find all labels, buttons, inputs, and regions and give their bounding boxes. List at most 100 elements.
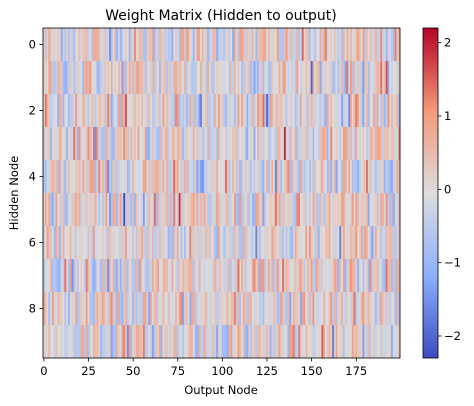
heatmap-cell <box>173 193 176 227</box>
heatmap-cell <box>76 28 80 62</box>
heatmap-cell <box>358 61 362 95</box>
heatmap-cell <box>94 226 97 260</box>
heatmap-cell <box>164 292 167 326</box>
heatmap-cell <box>228 292 231 326</box>
heatmap-cell <box>159 160 162 194</box>
heatmap-cell <box>317 259 321 293</box>
heatmap-cell <box>187 193 190 227</box>
heatmap-cell <box>383 226 387 260</box>
heatmap-cell <box>144 127 147 161</box>
heatmap-cell <box>117 28 121 62</box>
heatmap-cell <box>78 61 81 95</box>
heatmap-cell <box>159 259 162 293</box>
heatmap-cell <box>166 292 169 326</box>
heatmap-cell <box>308 160 312 194</box>
heatmap-cell <box>103 160 106 194</box>
heatmap-cell <box>276 193 279 227</box>
heatmap-cell <box>80 127 83 161</box>
heatmap-cell <box>87 127 90 161</box>
heatmap-cell <box>151 292 155 326</box>
heatmap-cell <box>119 259 122 293</box>
heatmap-cell <box>141 28 144 62</box>
heatmap-cell <box>289 226 292 260</box>
heatmap-cell <box>250 193 253 227</box>
heatmap-cell <box>233 226 237 260</box>
heatmap-cell <box>114 259 117 293</box>
heatmap-cell <box>76 325 80 359</box>
x-axis-ticks: 0 25 50 75 100 125 150 175 <box>40 358 367 378</box>
heatmap-cell <box>250 94 253 128</box>
heatmap-cell <box>196 226 199 260</box>
heatmap-cell <box>387 226 390 260</box>
heatmap-cell <box>167 28 171 62</box>
heatmap-cell <box>119 193 122 227</box>
heatmap-cell <box>105 160 108 194</box>
heatmap-cell <box>214 259 217 293</box>
heatmap-cell <box>98 325 101 359</box>
heatmap-cell <box>307 28 310 62</box>
heatmap-cell <box>305 61 308 95</box>
heatmap-cell <box>257 28 260 62</box>
heatmap-cell <box>166 226 169 260</box>
heatmap-cell <box>317 325 321 359</box>
heatmap-cell <box>167 325 171 359</box>
heatmap-cell <box>237 193 240 227</box>
heatmap-cell <box>380 94 383 128</box>
heatmap-cell <box>185 259 188 293</box>
heatmap-cell <box>233 61 237 95</box>
heatmap-cell <box>57 193 60 227</box>
heatmap-cell <box>289 193 292 227</box>
heatmap-cell <box>353 325 356 359</box>
heatmap-cell <box>212 127 215 161</box>
heatmap-cell <box>71 28 74 62</box>
heatmap-cell <box>105 259 108 293</box>
heatmap-cell <box>307 193 310 227</box>
heatmap-cell <box>232 160 235 194</box>
heatmap-cell <box>162 226 165 260</box>
heatmap-cell <box>82 226 85 260</box>
heatmap-cell <box>330 259 333 293</box>
chart-title: Weight Matrix (Hidden to output) <box>105 8 337 24</box>
x-tick-label: 0 <box>40 364 47 378</box>
heatmap-cell <box>210 28 213 62</box>
heatmap-cell <box>69 292 72 326</box>
heatmap-cell <box>267 292 271 326</box>
heatmap-cell <box>357 28 360 62</box>
heatmap-cell <box>357 160 360 194</box>
heatmap-cell <box>109 193 112 227</box>
heatmap-cell <box>114 193 117 227</box>
heatmap-cell <box>264 94 267 128</box>
heatmap-cell <box>71 292 74 326</box>
heatmap-cell <box>239 226 242 260</box>
heatmap-cell <box>76 226 80 260</box>
heatmap-cell <box>360 160 363 194</box>
heatmap-cell <box>382 259 385 293</box>
heatmap-cell <box>137 160 140 194</box>
heatmap-cell <box>339 259 342 293</box>
heatmap-cell <box>94 160 97 194</box>
heatmap-cell <box>192 259 196 293</box>
heatmap-cell <box>230 259 233 293</box>
heatmap-cell <box>344 259 347 293</box>
heatmap-cell <box>262 259 265 293</box>
heatmap-cell <box>226 226 229 260</box>
heatmap-cell <box>276 28 279 62</box>
heatmap-cell <box>98 61 101 95</box>
heatmap-cell <box>105 193 108 227</box>
heatmap-cell <box>82 292 85 326</box>
heatmap-cell <box>214 193 217 227</box>
heatmap-cell <box>55 94 58 128</box>
heatmap-cell <box>321 292 324 326</box>
heatmap-cell <box>130 160 133 194</box>
heatmap-cell <box>191 127 194 161</box>
heatmap-cell <box>59 325 62 359</box>
heatmap-cell <box>221 127 224 161</box>
heatmap-cell <box>266 94 269 128</box>
heatmap-cell <box>119 325 122 359</box>
heatmap-cell <box>48 325 51 359</box>
heatmap-cell <box>98 160 101 194</box>
heatmap-cell <box>123 325 126 359</box>
heatmap-cell <box>294 226 297 260</box>
heatmap-cell <box>205 259 208 293</box>
heatmap-cell <box>383 292 387 326</box>
